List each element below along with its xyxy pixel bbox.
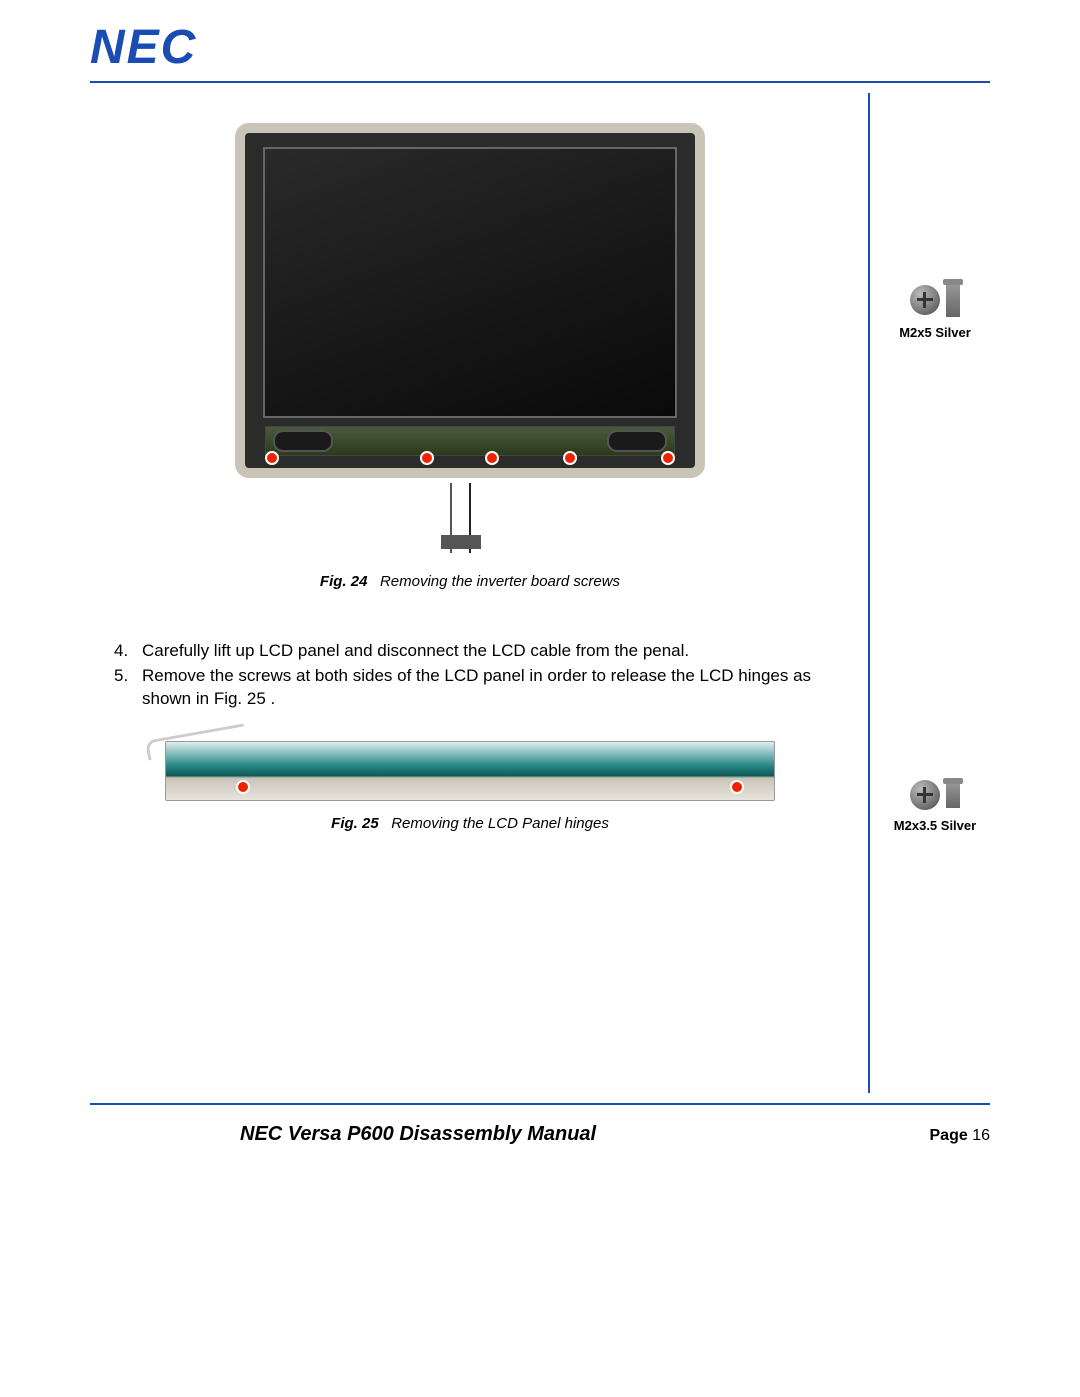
footer-page-label: Page xyxy=(930,1127,968,1144)
screw-head-icon xyxy=(910,285,940,315)
lcd-frame-graphic xyxy=(235,123,705,478)
screw-side-icon xyxy=(946,283,960,317)
figure-24-text: Removing the inverter board screws xyxy=(380,573,620,590)
lcd-screen-graphic xyxy=(263,147,677,418)
figure-25-text: Removing the LCD Panel hinges xyxy=(391,815,609,832)
brand-logo: NEC xyxy=(90,20,990,75)
screw-marker-icon xyxy=(265,451,279,465)
instruction-list: 4. Carefully lift up LCD panel and disco… xyxy=(90,640,850,711)
header-rule xyxy=(90,81,990,83)
screw-icons xyxy=(880,283,990,317)
figure-24-caption: Fig. 24 Removing the inverter board scre… xyxy=(90,573,850,590)
screw-marker-icon xyxy=(485,451,499,465)
page-footer: NEC Versa P600 Disassembly Manual Page 1… xyxy=(90,1103,990,1146)
screw-1-label: M2x5 Silver xyxy=(880,325,990,340)
figure-24-label: Fig. 24 xyxy=(320,573,368,590)
speaker-right-graphic xyxy=(607,430,667,452)
main-column: Fig. 24 Removing the inverter board scre… xyxy=(90,93,870,1093)
screw-marker-icon xyxy=(661,451,675,465)
step-text: Remove the screws at both sides of the L… xyxy=(142,666,811,708)
speaker-left-graphic xyxy=(273,430,333,452)
connector-graphic xyxy=(441,535,481,549)
content-columns: Fig. 24 Removing the inverter board scre… xyxy=(90,93,990,1093)
screw-spec-2: M2x3.5 Silver xyxy=(880,780,990,833)
screw-icons xyxy=(880,780,990,810)
figure-25-label: Fig. 25 xyxy=(331,815,379,832)
screw-2-label: M2x3.5 Silver xyxy=(880,818,990,833)
step-number: 5. xyxy=(114,665,128,688)
step-4: 4. Carefully lift up LCD panel and disco… xyxy=(142,640,850,663)
footer-page: Page 16 xyxy=(930,1127,991,1145)
figure-24-image xyxy=(225,113,715,553)
screw-marker-icon xyxy=(420,451,434,465)
hinge-cable-graphic xyxy=(145,723,247,760)
sidebar-column: M2x5 Silver M2x3.5 Silver xyxy=(870,93,990,1093)
screw-spec-1: M2x5 Silver xyxy=(880,283,990,340)
step-text: Carefully lift up LCD panel and disconne… xyxy=(142,641,689,660)
screw-marker-icon xyxy=(563,451,577,465)
screw-side-icon xyxy=(946,782,960,808)
screw-head-icon xyxy=(910,780,940,810)
footer-page-number: 16 xyxy=(972,1127,990,1144)
step-number: 4. xyxy=(114,640,128,663)
figure-25-caption: Fig. 25 Removing the LCD Panel hinges xyxy=(90,815,850,832)
footer-title: NEC Versa P600 Disassembly Manual xyxy=(90,1123,596,1146)
figure-25-image xyxy=(165,741,775,801)
screw-marker-icon xyxy=(730,780,744,794)
screw-marker-icon xyxy=(236,780,250,794)
step-5: 5. Remove the screws at both sides of th… xyxy=(142,665,850,711)
